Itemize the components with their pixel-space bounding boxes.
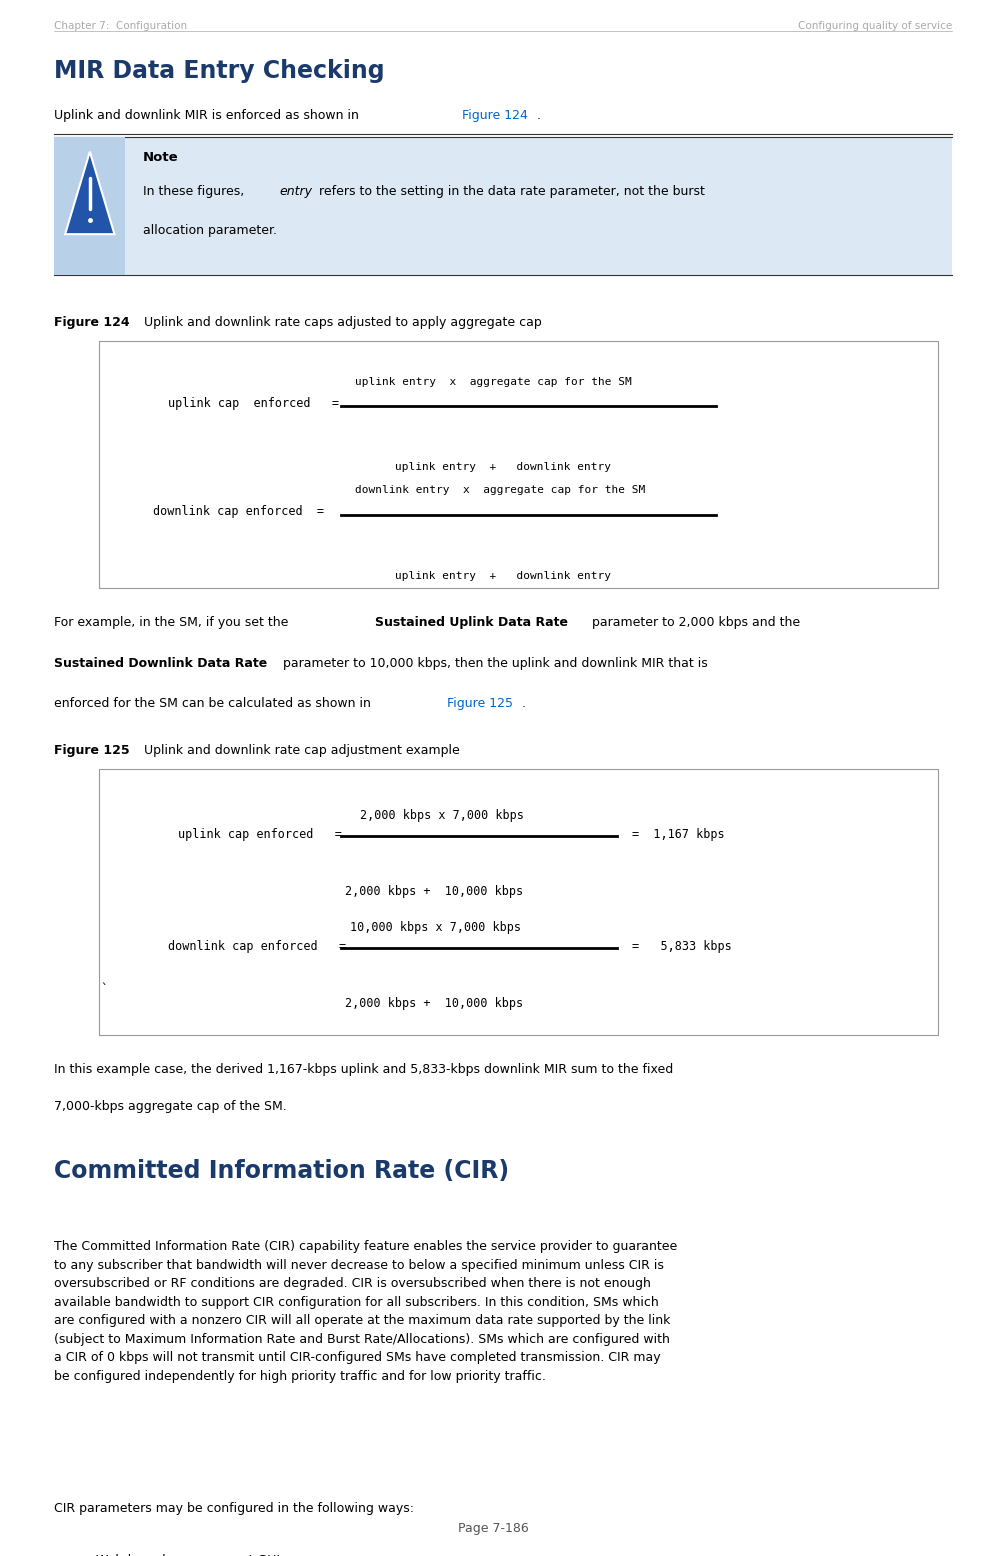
Text: CIR parameters may be configured in the following ways:: CIR parameters may be configured in the … xyxy=(54,1502,414,1514)
Text: Committed Information Rate (CIR): Committed Information Rate (CIR) xyxy=(54,1159,509,1183)
Text: •: • xyxy=(72,1554,79,1556)
Text: Sustained Downlink Data Rate: Sustained Downlink Data Rate xyxy=(54,657,267,669)
Text: Figure 124: Figure 124 xyxy=(54,316,130,328)
Text: downlink entry  x  aggregate cap for the SM: downlink entry x aggregate cap for the S… xyxy=(355,485,645,495)
Text: In these figures,: In these figures, xyxy=(143,185,248,198)
Text: 2,000 kbps +  10,000 kbps: 2,000 kbps + 10,000 kbps xyxy=(345,885,523,898)
Text: uplink entry  x  aggregate cap for the SM: uplink entry x aggregate cap for the SM xyxy=(355,377,631,386)
Text: downlink cap enforced  =: downlink cap enforced = xyxy=(153,506,323,518)
Text: Figure 125: Figure 125 xyxy=(54,744,130,756)
Text: Uplink and downlink rate caps adjusted to apply aggregate cap: Uplink and downlink rate caps adjusted t… xyxy=(140,316,541,328)
Text: allocation parameter.: allocation parameter. xyxy=(143,224,277,237)
FancyBboxPatch shape xyxy=(54,137,125,275)
Text: `: ` xyxy=(101,983,108,996)
Text: Sustained Uplink Data Rate: Sustained Uplink Data Rate xyxy=(375,616,568,629)
Text: 2,000 kbps x 7,000 kbps: 2,000 kbps x 7,000 kbps xyxy=(360,809,524,822)
Text: =   5,833 kbps: = 5,833 kbps xyxy=(631,940,731,952)
Text: refers to the setting in the data rate parameter, not the burst: refers to the setting in the data rate p… xyxy=(315,185,704,198)
Text: uplink cap  enforced   =: uplink cap enforced = xyxy=(168,397,338,409)
Text: entry: entry xyxy=(279,185,312,198)
Text: 7,000-kbps aggregate cap of the SM.: 7,000-kbps aggregate cap of the SM. xyxy=(54,1100,287,1113)
Text: The Committed Information Rate (CIR) capability feature enables the service prov: The Committed Information Rate (CIR) cap… xyxy=(54,1240,676,1383)
FancyBboxPatch shape xyxy=(99,769,937,1035)
Text: Uplink and downlink MIR is enforced as shown in: Uplink and downlink MIR is enforced as s… xyxy=(54,109,363,121)
Text: Uplink and downlink rate cap adjustment example: Uplink and downlink rate cap adjustment … xyxy=(140,744,459,756)
Text: downlink cap enforced   =: downlink cap enforced = xyxy=(168,940,345,952)
Text: Chapter 7:  Configuration: Chapter 7: Configuration xyxy=(54,20,187,31)
Text: Web-based management GUI: Web-based management GUI xyxy=(96,1554,279,1556)
Text: Page 7-186: Page 7-186 xyxy=(458,1522,528,1534)
Text: =  1,167 kbps: = 1,167 kbps xyxy=(631,828,724,840)
Text: Configuring quality of service: Configuring quality of service xyxy=(798,20,951,31)
Text: 2,000 kbps +  10,000 kbps: 2,000 kbps + 10,000 kbps xyxy=(345,997,523,1010)
Text: MIR Data Entry Checking: MIR Data Entry Checking xyxy=(54,59,385,82)
Text: uplink entry  +   downlink entry: uplink entry + downlink entry xyxy=(394,462,610,471)
Polygon shape xyxy=(65,151,114,233)
Text: uplink cap enforced   =: uplink cap enforced = xyxy=(177,828,341,840)
Text: .: . xyxy=(536,109,540,121)
FancyBboxPatch shape xyxy=(99,341,937,588)
Text: parameter to 2,000 kbps and the: parameter to 2,000 kbps and the xyxy=(588,616,800,629)
Text: Note: Note xyxy=(143,151,178,163)
Text: In this example case, the derived 1,167-kbps uplink and 5,833-kbps downlink MIR : In this example case, the derived 1,167-… xyxy=(54,1063,672,1075)
Text: For example, in the SM, if you set the: For example, in the SM, if you set the xyxy=(54,616,293,629)
Text: 10,000 kbps x 7,000 kbps: 10,000 kbps x 7,000 kbps xyxy=(350,921,521,934)
Text: Figure 125: Figure 125 xyxy=(447,697,513,710)
FancyBboxPatch shape xyxy=(54,137,951,275)
Text: parameter to 10,000 kbps, then the uplink and downlink MIR that is: parameter to 10,000 kbps, then the uplin… xyxy=(279,657,707,669)
Text: uplink entry  +   downlink entry: uplink entry + downlink entry xyxy=(394,571,610,580)
Text: Figure 124: Figure 124 xyxy=(461,109,528,121)
Text: .: . xyxy=(522,697,526,710)
Text: enforced for the SM can be calculated as shown in: enforced for the SM can be calculated as… xyxy=(54,697,375,710)
